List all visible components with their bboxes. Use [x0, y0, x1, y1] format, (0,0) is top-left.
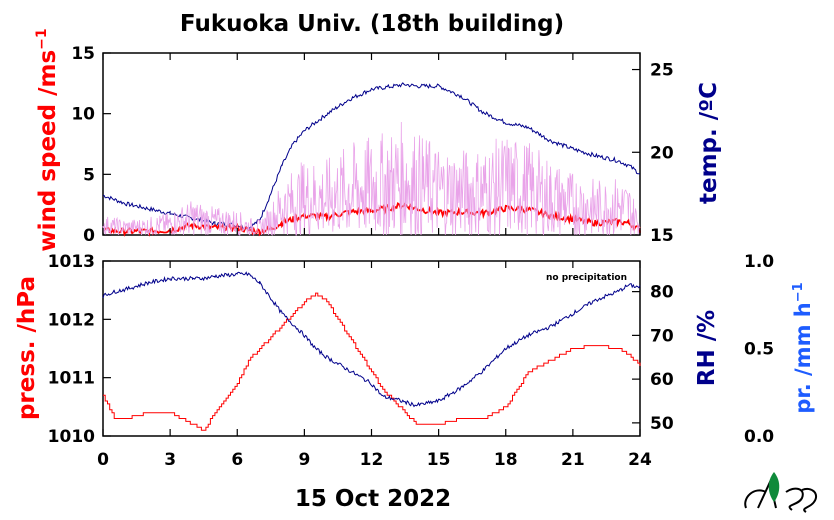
humidity-line: [102, 271, 641, 408]
y-tick-label: 1010: [48, 427, 95, 447]
y-tick-label: 1013: [48, 252, 95, 272]
chart-title: Fukuoka Univ. (18th building): [180, 11, 564, 37]
y-tick-label: 60: [650, 370, 674, 390]
bottom-panel: 1010 1011 1012 1013 50 60 70 80 0.0 0.5 1.0 pres…: [14, 252, 815, 447]
logo-icon: [744, 472, 818, 513]
top-panel: 0 5 10 15 15 20 25 wind speed /ms−1 temp. /ºC: [34, 28, 722, 251]
bottom-plot-frame: [102, 260, 641, 437]
top-series-layer: [102, 82, 641, 237]
x-tick-label: 12: [360, 450, 384, 470]
y-tick-label: 25: [650, 61, 674, 81]
y-tick-label: 15: [650, 226, 674, 246]
wind-axis-label-text: wind speed /ms: [35, 50, 61, 252]
x-tick-label: 0: [97, 450, 109, 470]
precip-axis-label-text: pr. /mm h: [791, 302, 815, 413]
press-axis: 1010 1011 1012 1013: [48, 252, 111, 447]
precip-tick-label: 1.0: [744, 252, 774, 272]
rh-axis: 50 60 70 80: [632, 283, 674, 434]
x-tick-label: 6: [231, 450, 243, 470]
date-label: 15 Oct 2022: [295, 486, 451, 512]
y-tick-label: 1012: [48, 310, 95, 330]
bottom-series-layer: [102, 271, 641, 431]
wind-axis: 0 5 10 15: [71, 44, 111, 246]
precip-tick-label: 0.0: [744, 427, 774, 447]
press-axis-label: press. /hPa: [14, 276, 40, 420]
pressure-line: [103, 292, 641, 431]
rh-axis-label: RH /%: [694, 310, 720, 386]
y-tick-label: 1011: [48, 369, 95, 389]
precip-axis-label: pr. /mm h−1: [791, 282, 815, 413]
x-tick-label: 3: [164, 450, 176, 470]
y-tick-label: 0: [83, 226, 95, 246]
y-tick-label: 10: [71, 105, 95, 125]
y-tick-label: 5: [83, 165, 95, 185]
temp-axis: 15 20 25: [632, 61, 674, 246]
wind-axis-label: wind speed /ms−1: [34, 28, 61, 251]
temperature-line: [102, 82, 641, 231]
y-tick-label: 15: [71, 44, 95, 64]
wind-gust-line: [102, 121, 641, 237]
x-tick-label: 24: [628, 450, 652, 470]
no-precipitation-note: no precipitation: [546, 273, 627, 283]
precip-tick-label: 0.5: [744, 340, 774, 360]
temp-axis-label: temp. /ºC: [696, 82, 722, 204]
x-tick-label: 21: [561, 450, 585, 470]
x-tick-label: 18: [494, 450, 518, 470]
precip-axis-label-sup: −1: [791, 282, 806, 302]
y-tick-label: 50: [650, 414, 674, 434]
time-axis: 0 3 6 9 12 15 18 21 24: [97, 53, 652, 470]
x-tick-label: 9: [298, 450, 310, 470]
wind-axis-label-sup: −1: [34, 28, 50, 49]
precip-axis: 0.0 0.5 1.0: [744, 252, 774, 447]
x-tick-label: 15: [427, 450, 451, 470]
y-tick-label: 80: [650, 283, 674, 303]
y-tick-label: 70: [650, 326, 674, 346]
y-tick-label: 20: [650, 143, 674, 163]
